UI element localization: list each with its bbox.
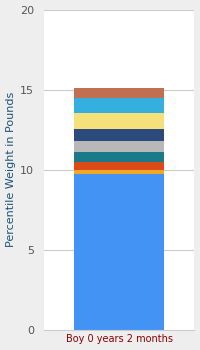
Bar bbox=[74, 170, 164, 174]
Bar bbox=[74, 98, 164, 113]
Bar bbox=[74, 141, 164, 152]
Bar bbox=[74, 113, 164, 129]
Y-axis label: Percentile Weight in Pounds: Percentile Weight in Pounds bbox=[6, 92, 16, 247]
Bar bbox=[74, 162, 164, 170]
Bar bbox=[74, 174, 164, 330]
Bar bbox=[74, 88, 164, 98]
Bar bbox=[74, 152, 164, 162]
Bar bbox=[74, 129, 164, 141]
